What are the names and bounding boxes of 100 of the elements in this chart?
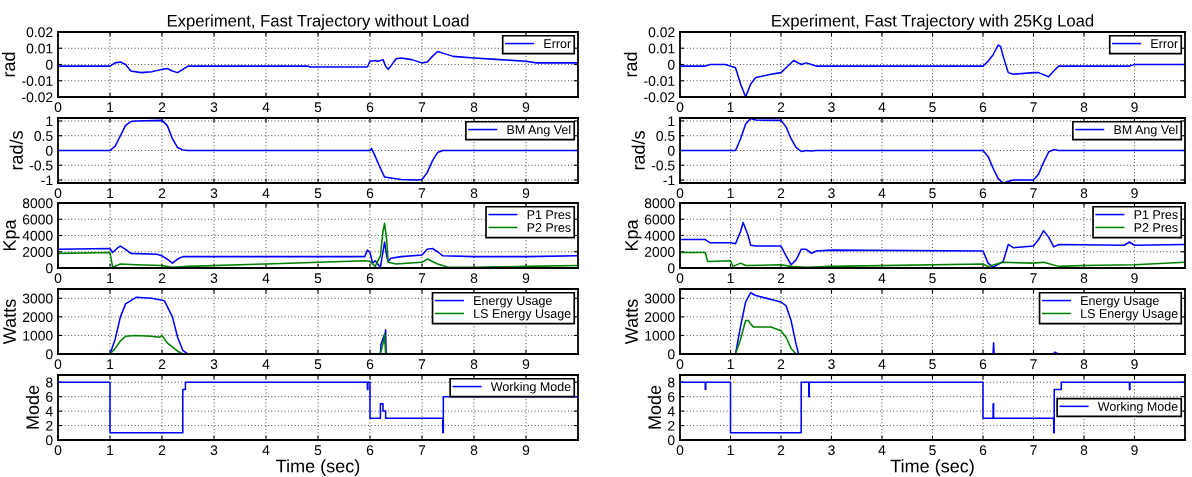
y-axis-title: Watts	[3, 299, 16, 345]
x-tick-label: 8	[470, 359, 478, 370]
y-tick-label: 8	[668, 377, 675, 388]
y-tick-label: 8000	[644, 198, 675, 209]
x-tick-label: 0	[54, 445, 62, 456]
x-tick-label: 8	[1080, 445, 1088, 456]
y-tick-label: 0.5	[34, 131, 53, 141]
x-tick-label: 4	[878, 273, 886, 283]
y-tick-label: 0.02	[648, 27, 675, 38]
x-tick-label: 6	[366, 445, 374, 456]
x-tick-label: 1	[727, 102, 734, 112]
x-tick-label: 0	[54, 102, 62, 113]
x-tick-label: 3	[210, 102, 218, 113]
x-tick-label: 2	[158, 188, 166, 198]
x-tick-label: 7	[418, 445, 426, 455]
x-tick-label: 4	[262, 188, 270, 198]
x-tick-label: 0	[676, 273, 684, 284]
x-tick-label: 1	[107, 273, 114, 283]
x-tick-label: 1	[727, 188, 734, 198]
x-tick-label: 0	[676, 359, 684, 370]
x-tick-label: 8	[470, 273, 478, 284]
y-tick-label: 8000	[22, 198, 53, 209]
y-tick-label: -0.02	[644, 92, 675, 103]
x-tick-label: 0	[54, 359, 62, 370]
x-tick-label: 5	[929, 188, 936, 199]
x-tick-label: 2	[777, 359, 785, 369]
y-tick-label: -0.01	[22, 76, 53, 86]
x-tick-label: 1	[727, 445, 734, 455]
x-tick-label: 4	[878, 188, 886, 198]
x-tick-label: 1	[107, 102, 114, 112]
x-tick-label: 7	[418, 273, 426, 283]
x-tick-label: 6	[979, 359, 987, 370]
x-tick-label: 2	[158, 102, 166, 112]
x-tick-label: 9	[1131, 445, 1138, 456]
legend-label: LS Energy Usage	[474, 309, 571, 321]
y-tick-label: 4	[45, 406, 53, 417]
x-tick-label: 6	[366, 359, 374, 370]
y-tick-label: 0.02	[26, 27, 53, 38]
y-tick-label: 1	[668, 116, 675, 126]
x-tick-label: 5	[314, 102, 322, 113]
x-tick-label: 5	[929, 102, 936, 113]
x-tick-label: 7	[1030, 188, 1037, 198]
x-axis-title: Time (sec)	[890, 459, 974, 477]
x-tick-label: 9	[1131, 188, 1138, 199]
y-tick-label: 0	[667, 263, 675, 274]
x-tick-label: 3	[210, 445, 218, 456]
legend-label: BM Ang Vel	[507, 124, 571, 137]
y-tick-label: -0.01	[644, 76, 675, 86]
y-axis-title: Kpa	[3, 219, 20, 251]
legend-label: BM Ang Vel	[1114, 124, 1178, 137]
x-tick-label: 1	[727, 359, 734, 369]
x-tick-label: 9	[522, 359, 530, 370]
x-tick-label: 8	[1080, 188, 1088, 199]
y-tick-label: 4000	[644, 230, 675, 241]
x-tick-label: 8	[1080, 102, 1088, 113]
y-tick-label: 6000	[644, 214, 675, 225]
y-tick-label: 6	[46, 392, 53, 402]
y-tick-label: 2000	[22, 312, 53, 323]
y-tick-label: 8	[46, 377, 53, 388]
x-tick-label: 5	[314, 359, 322, 370]
x-tick-label: 4	[878, 445, 886, 455]
y-tick-label: 0	[45, 59, 53, 70]
y-tick-label: 0	[45, 263, 53, 274]
x-tick-label: 7	[418, 359, 426, 369]
x-tick-label: 1	[727, 273, 734, 283]
x-tick-label: 6	[979, 188, 987, 199]
y-tick-label: -0.02	[22, 92, 53, 103]
x-tick-label: 3	[828, 273, 835, 284]
y-axis-title: rad	[623, 52, 638, 77]
legend-label: Working Mode	[490, 381, 571, 394]
legend-label: Error	[544, 39, 571, 49]
y-tick-label: -1	[663, 175, 675, 186]
x-tick-label: 6	[979, 102, 987, 113]
x-tick-label: 3	[210, 273, 218, 284]
x-tick-label: 9	[1131, 273, 1138, 284]
x-tick-label: 1	[107, 445, 114, 455]
x-tick-label: 4	[262, 102, 270, 112]
x-tick-label: 4	[262, 273, 270, 283]
legend-label: Error	[1151, 39, 1178, 49]
y-tick-label: 0	[45, 435, 53, 446]
y-tick-label: 2000	[22, 247, 53, 257]
x-tick-label: 2	[158, 359, 166, 369]
y-axis-title: Mode	[25, 385, 40, 429]
y-tick-label: 3000	[22, 293, 53, 304]
x-tick-label: 0	[676, 102, 684, 113]
y-tick-label: 3000	[644, 293, 675, 304]
x-tick-label: 3	[828, 102, 835, 113]
x-tick-label: 7	[1030, 102, 1037, 112]
x-tick-label: 0	[54, 188, 62, 199]
legend-label: P1 Pres	[527, 210, 571, 220]
y-tick-label: 0.01	[26, 43, 53, 54]
x-tick-label: 8	[470, 102, 478, 113]
x-tick-label: 9	[522, 188, 530, 199]
legend-label: Energy Usage	[474, 296, 552, 308]
y-tick-label: 1000	[23, 330, 53, 341]
x-tick-label: 7	[1030, 359, 1037, 369]
y-tick-label: 0	[667, 435, 675, 446]
y-tick-label: 0	[667, 145, 675, 156]
x-tick-label: 9	[522, 102, 530, 113]
y-axis-title: Kpa	[625, 219, 642, 251]
